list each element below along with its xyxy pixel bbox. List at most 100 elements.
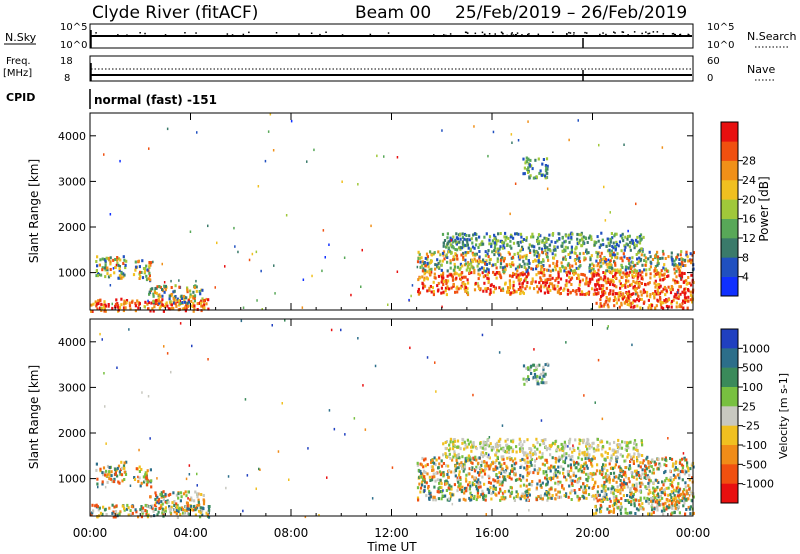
echo-cell — [484, 254, 487, 258]
echo-cell — [214, 286, 216, 289]
echo-cell — [674, 461, 677, 465]
cpid-value: normal (fast) -151 — [94, 93, 217, 107]
echo-cell — [643, 476, 646, 480]
echo-cell — [118, 470, 121, 474]
echo-cell — [608, 251, 611, 255]
echo-cell — [147, 277, 150, 281]
echo-cell — [170, 511, 172, 515]
echo-cell — [632, 498, 635, 502]
echo-cell — [678, 473, 681, 477]
echo-cell — [679, 285, 682, 289]
echo-cell — [561, 236, 564, 240]
echo-cell — [614, 246, 617, 250]
echo-cell — [604, 472, 607, 476]
echo-cell — [612, 289, 615, 293]
echo-cell — [546, 277, 549, 281]
echo-cell — [483, 453, 486, 457]
echo-cell — [447, 279, 450, 283]
echo-cell — [151, 287, 154, 291]
echo-cell — [667, 255, 670, 259]
echo-cell — [607, 241, 610, 245]
echo-cell — [350, 293, 352, 297]
echo-cell — [484, 262, 487, 266]
echo-cell — [681, 469, 684, 473]
echo-cell — [195, 279, 197, 283]
echo-cell — [634, 269, 637, 272]
echo-cell — [341, 180, 343, 183]
echo-cell — [670, 257, 673, 261]
echo-cell — [643, 496, 646, 500]
echo-cell — [120, 297, 123, 301]
echo-cell — [562, 288, 565, 292]
echo-cell — [416, 265, 419, 269]
echo-cell — [490, 244, 493, 248]
echo-cell — [635, 477, 638, 481]
echo-cell — [601, 499, 604, 503]
echo-cell — [612, 471, 616, 475]
echo-cell — [620, 485, 623, 489]
echo-cell — [602, 304, 605, 308]
echo-cell — [471, 483, 474, 487]
echo-cell — [616, 489, 619, 493]
echo-cell — [650, 465, 653, 469]
echo-cell — [645, 457, 648, 461]
echo-cell — [561, 241, 564, 245]
nsearch-point — [226, 33, 229, 35]
echo-cell — [547, 248, 550, 252]
echo-cell — [157, 501, 161, 505]
echo-cell — [569, 457, 572, 461]
echo-cell — [600, 231, 603, 235]
echo-cell — [688, 473, 691, 477]
echo-cell — [553, 245, 556, 249]
echo-cell — [557, 272, 560, 276]
echo-cell — [691, 300, 694, 304]
echo-cell — [138, 302, 141, 306]
echo-cell — [207, 515, 211, 519]
echo-cell — [587, 493, 591, 496]
echo-cell — [559, 277, 563, 281]
echo-cell — [660, 486, 663, 490]
echo-cell — [552, 248, 555, 252]
echo-cell — [585, 237, 588, 241]
echo-cell — [431, 465, 434, 469]
echo-cell — [160, 300, 163, 304]
echo-cell — [468, 271, 471, 275]
echo-cell — [497, 239, 500, 243]
echo-cell — [438, 470, 442, 474]
echo-cell — [490, 492, 493, 496]
nsearch-point — [648, 32, 651, 35]
echo-cell — [551, 252, 554, 256]
echo-cell — [587, 442, 591, 446]
echo-cell — [627, 296, 630, 300]
echo-cell — [503, 449, 506, 453]
echo-cell — [641, 454, 644, 457]
echo-cell — [483, 447, 486, 451]
echo-cell — [583, 394, 585, 397]
echo-cell — [434, 263, 437, 267]
echo-cell — [664, 469, 667, 473]
echo-cell — [602, 278, 605, 282]
echo-cell — [615, 499, 618, 503]
echo-cell — [499, 498, 502, 502]
echo-cell — [566, 273, 569, 277]
echo-cell — [99, 511, 103, 515]
echo-cell — [647, 501, 650, 505]
echo-cell — [450, 286, 453, 290]
echo-cell — [184, 305, 187, 309]
echo-cell — [672, 500, 674, 504]
echo-cell — [692, 495, 695, 499]
echo-cell — [630, 265, 633, 269]
echo-cell — [488, 453, 490, 457]
echo-cell — [461, 236, 465, 240]
echo-cell — [201, 288, 204, 292]
echo-cell — [181, 506, 184, 510]
echo-cell — [588, 453, 591, 457]
time-axis-title: Time UT — [366, 540, 417, 554]
echo-cell — [174, 284, 177, 288]
echo-cell — [431, 460, 434, 464]
echo-cell — [543, 463, 546, 467]
echo-cell — [625, 242, 628, 246]
echo-cell — [545, 448, 548, 452]
echo-cell — [643, 268, 646, 272]
echo-cell — [584, 293, 587, 296]
